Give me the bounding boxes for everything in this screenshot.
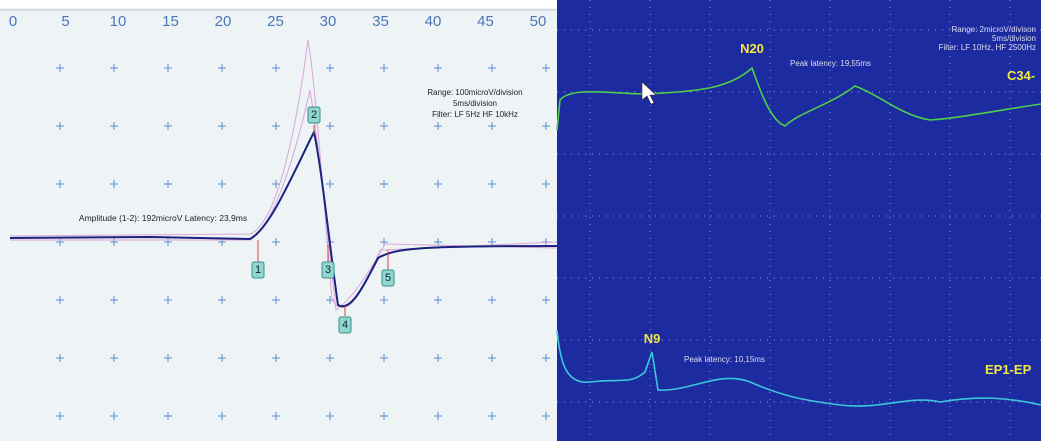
scale-label: 15 [162, 13, 179, 30]
bezel [0, 0, 557, 8]
scale-label: 45 [477, 13, 494, 30]
scale-label: 20 [215, 13, 232, 30]
marker-label: 4 [342, 319, 348, 331]
scale-label: 5 [61, 13, 69, 30]
scale-label: 40 [425, 13, 442, 30]
scale-label: 50 [530, 13, 547, 30]
info: 5ms/division [992, 34, 1036, 43]
info: Range: 100microV/division [427, 88, 522, 97]
marker-label: 1 [255, 264, 261, 276]
scale-label: 25 [267, 13, 284, 30]
info: 5ms/division [453, 99, 497, 108]
peak-label: N9 [644, 331, 661, 346]
screens: Amplitude (1-2): 192microV Latency: 23,9… [0, 0, 1041, 441]
latency: Peak latency: 19,55ms [790, 59, 871, 68]
info: Filter: LF 10Hz, HF 2500Hz [939, 43, 1036, 52]
latency: Peak latency: 10,15ms [684, 355, 765, 364]
scale-label: 0 [9, 13, 17, 30]
channel: C34- [1007, 68, 1035, 83]
page: {"left": {"scale": [0, 5, 10, 15, 20, 25… [0, 0, 1041, 441]
info: Filter: LF 5Hz HF 10kHz [432, 110, 518, 119]
amplitude: Amplitude (1-2): 192microV Latency: 23,9… [79, 213, 247, 223]
marker-label: 2 [311, 109, 317, 121]
scale-label: 10 [110, 13, 127, 30]
info: Range: 2microV/divison [952, 25, 1036, 34]
marker-label: 5 [385, 272, 391, 284]
scale-label: 30 [320, 13, 337, 30]
channel: EP1-EP [985, 362, 1032, 377]
peak-label: N20 [740, 41, 764, 56]
marker-label: 3 [325, 264, 331, 276]
scale-label: 35 [372, 13, 389, 30]
